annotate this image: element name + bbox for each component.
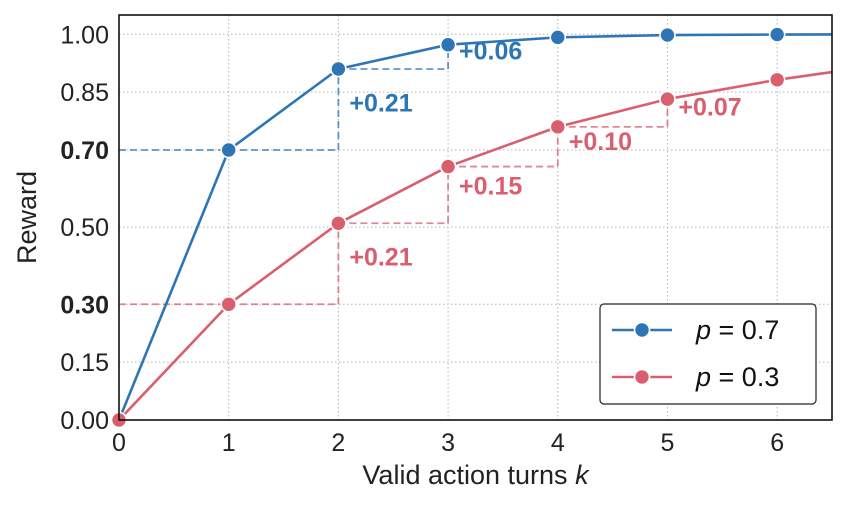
data-point [330,214,347,232]
y-tick-label: 0.70 [60,137,109,165]
x-tick-label: 4 [551,429,565,457]
data-point [439,36,457,54]
data-point [439,158,457,175]
y-tick-label: 0.15 [60,349,109,377]
legend-label: p = 0.3 [695,362,779,392]
legend-label-value: = 0.7 [711,315,779,345]
series-line-0 [117,33,833,421]
data-point [549,118,567,136]
data-point [768,71,786,89]
increment-label: +0.07 [678,93,741,121]
y-tick-label: 0.50 [60,214,109,242]
legend-marker [633,368,651,386]
y-axis-label: Reward [12,171,42,264]
legend-label-var: p [695,362,711,392]
increment-label: +0.10 [569,128,632,156]
y-tick-label: 0.85 [60,79,109,107]
x-tick-label: 0 [112,429,126,457]
data-point [220,141,237,159]
legend-label-value: = 0.3 [711,362,779,392]
increment-label: +0.15 [459,172,522,200]
y-tick-label: 0.00 [60,407,109,435]
x-axis-label-text: Valid action turns [362,460,567,490]
data-point [330,60,347,78]
legend-label: p = 0.7 [695,315,779,345]
legend: p = 0.7p = 0.3 [599,303,817,405]
data-point [220,295,237,313]
plot-frame [118,14,833,421]
y-tick-label: 0.30 [60,291,109,319]
data-point [549,29,567,46]
increment-label: +0.21 [349,89,412,117]
dashed-guides [119,44,669,306]
x-tick-label: 1 [222,429,236,457]
x-axis-ticks: 0 1 2 3 4 5 6 [112,429,784,457]
legend-marker [633,321,651,339]
x-axis-label-var: k [575,460,590,490]
increment-label: +0.06 [459,37,522,65]
increment-label: +0.21 [349,244,412,272]
data-point [659,90,676,108]
series-line-1 [118,70,833,421]
x-tick-label: 3 [441,429,455,457]
increment-annotations: +0.21 +0.06 +0.21 +0.15 +0.10 +0.07 [349,37,741,271]
x-tick-label: 2 [331,429,345,457]
x-axis-label: Valid action turns k [362,460,590,490]
legend-label-var: p [695,315,711,345]
y-axis-ticks: 0.00 0.15 0.30 0.50 0.70 0.85 1.00 [60,21,109,435]
series-lines [117,33,833,421]
y-tick-label: 1.00 [60,21,109,49]
data-point [768,26,786,43]
data-point [659,26,676,44]
x-tick-label: 5 [661,429,675,457]
x-tick-label: 6 [770,429,784,457]
